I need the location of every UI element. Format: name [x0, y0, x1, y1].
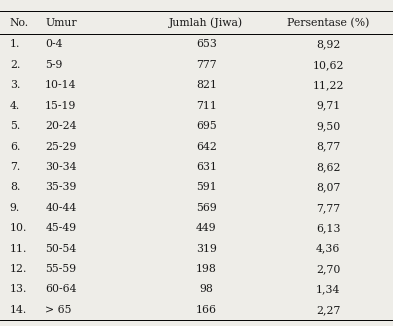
Text: 198: 198 [196, 264, 217, 274]
Text: 166: 166 [196, 305, 217, 315]
Text: 12.: 12. [10, 264, 27, 274]
Text: Jumlah (Jiwa): Jumlah (Jiwa) [169, 18, 243, 28]
Text: 10-14: 10-14 [45, 80, 77, 90]
Text: 6,13: 6,13 [316, 223, 340, 233]
Text: 40-44: 40-44 [45, 203, 77, 213]
Text: 711: 711 [196, 101, 217, 111]
Text: 653: 653 [196, 39, 217, 50]
Text: Umur: Umur [45, 18, 77, 28]
Text: 631: 631 [196, 162, 217, 172]
Text: 8,77: 8,77 [316, 141, 340, 152]
Text: 319: 319 [196, 244, 217, 254]
Text: 98: 98 [199, 285, 213, 294]
Text: 45-49: 45-49 [45, 223, 76, 233]
Text: 591: 591 [196, 182, 217, 192]
Text: 1,34: 1,34 [316, 285, 340, 294]
Text: 6.: 6. [10, 141, 20, 152]
Text: 2.: 2. [10, 60, 20, 70]
Text: 569: 569 [196, 203, 217, 213]
Text: 14.: 14. [10, 305, 27, 315]
Text: 13.: 13. [10, 285, 27, 294]
Text: 5-9: 5-9 [45, 60, 62, 70]
Text: 3.: 3. [10, 80, 20, 90]
Text: 7,77: 7,77 [316, 203, 340, 213]
Text: 9.: 9. [10, 203, 20, 213]
Text: No.: No. [10, 18, 29, 28]
Text: 0-4: 0-4 [45, 39, 63, 50]
Text: 50-54: 50-54 [45, 244, 77, 254]
Text: 5.: 5. [10, 121, 20, 131]
Text: 10.: 10. [10, 223, 27, 233]
Text: 1.: 1. [10, 39, 20, 50]
Text: 15-19: 15-19 [45, 101, 77, 111]
Text: 9,71: 9,71 [316, 101, 340, 111]
Text: 60-64: 60-64 [45, 285, 77, 294]
Text: 8,07: 8,07 [316, 182, 340, 192]
Text: 10,62: 10,62 [312, 60, 344, 70]
Text: 55-59: 55-59 [45, 264, 76, 274]
Text: 2,27: 2,27 [316, 305, 340, 315]
Text: 695: 695 [196, 121, 217, 131]
Text: 4.: 4. [10, 101, 20, 111]
Text: 2,70: 2,70 [316, 264, 340, 274]
Text: 7.: 7. [10, 162, 20, 172]
Text: 4,36: 4,36 [316, 244, 340, 254]
Text: 821: 821 [196, 80, 217, 90]
Text: 35-39: 35-39 [45, 182, 77, 192]
Text: 8.: 8. [10, 182, 20, 192]
Text: 9,50: 9,50 [316, 121, 340, 131]
Text: 20-24: 20-24 [45, 121, 77, 131]
Text: > 65: > 65 [45, 305, 72, 315]
Text: 30-34: 30-34 [45, 162, 77, 172]
Text: 642: 642 [196, 141, 217, 152]
Text: 777: 777 [196, 60, 217, 70]
Text: Persentase (%): Persentase (%) [287, 18, 369, 28]
Text: 25-29: 25-29 [45, 141, 77, 152]
Text: 11.: 11. [10, 244, 27, 254]
Text: 11,22: 11,22 [312, 80, 344, 90]
Text: 8,62: 8,62 [316, 162, 340, 172]
Text: 449: 449 [196, 223, 217, 233]
Text: 8,92: 8,92 [316, 39, 340, 50]
